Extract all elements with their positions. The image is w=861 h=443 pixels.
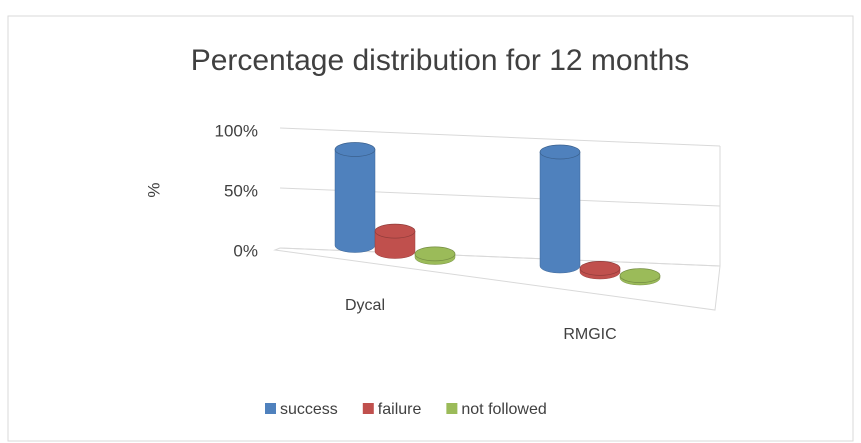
legend-swatch xyxy=(265,403,276,414)
bar xyxy=(334,149,376,253)
y-tick-label: 50% xyxy=(224,181,258,200)
x-tick-label: RMGIC xyxy=(563,326,616,343)
chart-title: Percentage distribution for 12 months xyxy=(191,44,690,77)
bar-top xyxy=(539,144,581,160)
grid-line xyxy=(279,127,721,147)
chart-frame xyxy=(7,15,854,442)
legend-label: failure xyxy=(378,401,422,418)
bar-top xyxy=(579,261,621,276)
bar-top xyxy=(334,142,376,157)
bar xyxy=(539,151,581,274)
cylinder xyxy=(579,261,621,280)
bar-top xyxy=(414,246,456,262)
legend-label: not followed xyxy=(461,401,546,418)
cylinder xyxy=(414,246,456,265)
y-tick-label: 0% xyxy=(233,241,258,260)
legend-swatch xyxy=(446,403,458,414)
bar-top xyxy=(374,223,416,239)
y-tick-label: 100% xyxy=(215,121,258,140)
cylinder xyxy=(374,223,416,259)
cylinder xyxy=(619,268,661,286)
bar xyxy=(374,230,416,259)
legend-swatch xyxy=(362,403,374,414)
x-tick-label: Dycal xyxy=(345,297,385,314)
legend-label: success xyxy=(280,401,338,418)
cylinder xyxy=(334,142,376,253)
y-axis-label: % xyxy=(144,182,163,197)
cylinder xyxy=(539,144,581,274)
bar-top xyxy=(619,268,661,283)
